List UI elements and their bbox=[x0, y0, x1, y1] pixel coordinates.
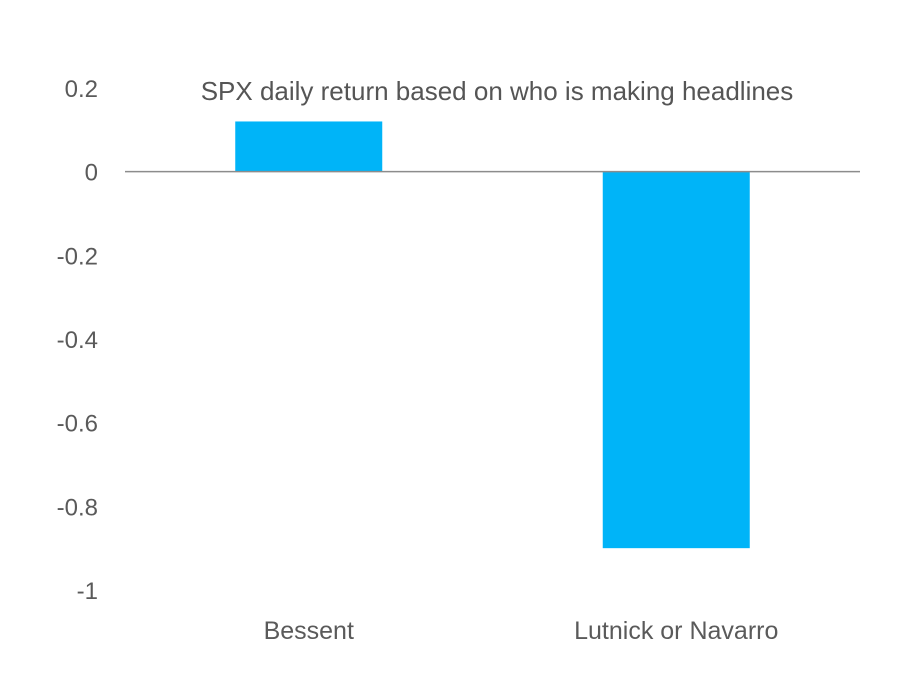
bar-bessent bbox=[235, 121, 383, 172]
y-tick-label: 0 bbox=[85, 160, 98, 187]
y-tick-label: -0.8 bbox=[57, 494, 98, 521]
y-tick-label: -1 bbox=[77, 578, 98, 605]
x-category-label: Lutnick or Navarro bbox=[574, 617, 778, 645]
y-tick-label: 0.2 bbox=[65, 76, 98, 103]
x-axis-labels: Bessent Lutnick or Navarro bbox=[264, 617, 779, 645]
y-tick-label: -0.2 bbox=[57, 243, 98, 270]
bar-series bbox=[235, 121, 750, 549]
y-tick-label: -0.6 bbox=[57, 411, 98, 438]
bar-lutnick-or-navarro bbox=[602, 171, 750, 549]
chart-title: SPX daily return based on who is making … bbox=[201, 76, 794, 106]
y-tick-label: -0.4 bbox=[57, 327, 98, 354]
x-category-label: Bessent bbox=[264, 617, 354, 645]
y-axis-ticks: 0.2 0 -0.2 -0.4 -0.6 -0.8 -1 bbox=[57, 76, 98, 605]
